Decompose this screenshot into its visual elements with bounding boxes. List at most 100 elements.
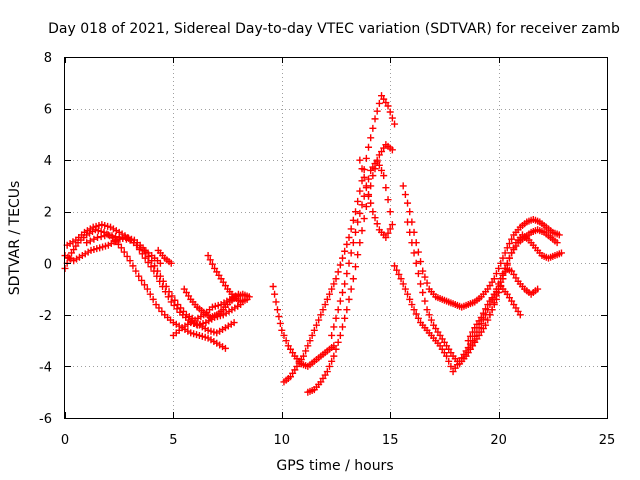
data-point: [404, 290, 412, 298]
data-point: [308, 331, 316, 339]
data-point: [356, 156, 364, 164]
series-track-g: [204, 252, 251, 306]
data-point: [83, 239, 91, 247]
data-point: [276, 319, 284, 327]
data-point: [165, 288, 173, 296]
data-point: [369, 124, 377, 132]
data-point: [328, 285, 336, 293]
data-point: [143, 285, 151, 293]
data-point: [503, 244, 511, 252]
data-points: [61, 92, 565, 396]
data-point: [388, 221, 396, 229]
data-point: [129, 262, 137, 270]
data-point: [171, 296, 179, 304]
data-point: [345, 234, 353, 241]
data-point: [477, 313, 485, 321]
series-track-c: [61, 234, 242, 324]
x-tick-label: 20: [490, 433, 507, 448]
x-tick-labels: 0 5 10 15 20 25: [61, 433, 615, 448]
series-track-n: [399, 182, 563, 311]
data-point: [406, 295, 414, 303]
data-point: [347, 249, 355, 257]
data-point: [508, 249, 516, 257]
data-point: [317, 311, 325, 319]
data-point: [349, 216, 357, 224]
data-point: [149, 295, 157, 303]
data-point: [373, 220, 381, 228]
data-point: [104, 231, 112, 239]
data-point: [423, 306, 431, 314]
data-point: [404, 218, 412, 226]
data-point: [334, 268, 342, 276]
data-point: [323, 295, 331, 303]
data-point: [146, 290, 154, 298]
data-point: [354, 197, 362, 205]
data-point: [336, 331, 344, 339]
data-point: [138, 276, 146, 284]
data-point: [419, 267, 427, 275]
data-point: [382, 234, 390, 241]
series-track-o: [404, 218, 561, 368]
data-point: [310, 326, 318, 334]
data-point: [553, 239, 561, 247]
data-point: [332, 345, 340, 353]
series-track-r: [464, 282, 524, 345]
data-point: [360, 192, 368, 200]
grid-lines: [65, 57, 607, 418]
data-point: [140, 281, 148, 289]
data-point: [534, 285, 542, 293]
data-point: [408, 301, 416, 309]
y-tick-label: -4: [39, 360, 52, 375]
data-point: [358, 201, 366, 209]
data-point: [399, 280, 407, 288]
data-point: [479, 309, 487, 317]
data-point: [388, 114, 396, 122]
data-point: [325, 290, 333, 298]
data-point: [354, 251, 362, 259]
data-point: [352, 263, 360, 271]
data-point: [414, 270, 422, 278]
data-point: [505, 240, 513, 248]
data-point: [130, 239, 138, 247]
data-point: [384, 102, 392, 110]
data-point: [516, 311, 524, 319]
data-point: [122, 235, 130, 243]
data-point: [312, 321, 320, 329]
data-point: [108, 232, 116, 240]
data-point: [397, 275, 405, 283]
series-track-i: [269, 282, 338, 370]
y-tick-label: -2: [39, 309, 52, 324]
data-point: [447, 362, 455, 370]
data-point: [427, 316, 435, 324]
data-point: [373, 107, 381, 115]
series-track-j: [280, 92, 399, 386]
data-point: [323, 368, 331, 376]
data-point: [140, 246, 148, 254]
data-point: [330, 323, 338, 331]
data-point: [321, 301, 329, 309]
data-point: [358, 227, 366, 235]
data-point: [123, 252, 131, 260]
data-point: [325, 362, 333, 370]
data-point: [499, 254, 507, 262]
x-axis-title: GPS time / hours: [276, 458, 393, 474]
y-tick-label: 2: [44, 206, 52, 221]
data-point: [112, 233, 120, 241]
data-point: [367, 134, 375, 142]
data-point: [371, 214, 379, 222]
data-point: [334, 306, 342, 314]
data-point: [65, 254, 73, 262]
series-track-l: [328, 156, 394, 339]
data-point: [412, 310, 420, 318]
data-point: [417, 258, 425, 266]
data-point: [328, 331, 336, 339]
data-point: [464, 337, 472, 345]
data-point: [505, 254, 513, 262]
data-point: [508, 235, 516, 243]
data-point: [360, 173, 368, 181]
series-track-h: [169, 319, 238, 339]
data-point: [147, 263, 155, 271]
data-point: [362, 154, 370, 162]
data-point: [391, 120, 399, 128]
data-point: [343, 306, 351, 314]
